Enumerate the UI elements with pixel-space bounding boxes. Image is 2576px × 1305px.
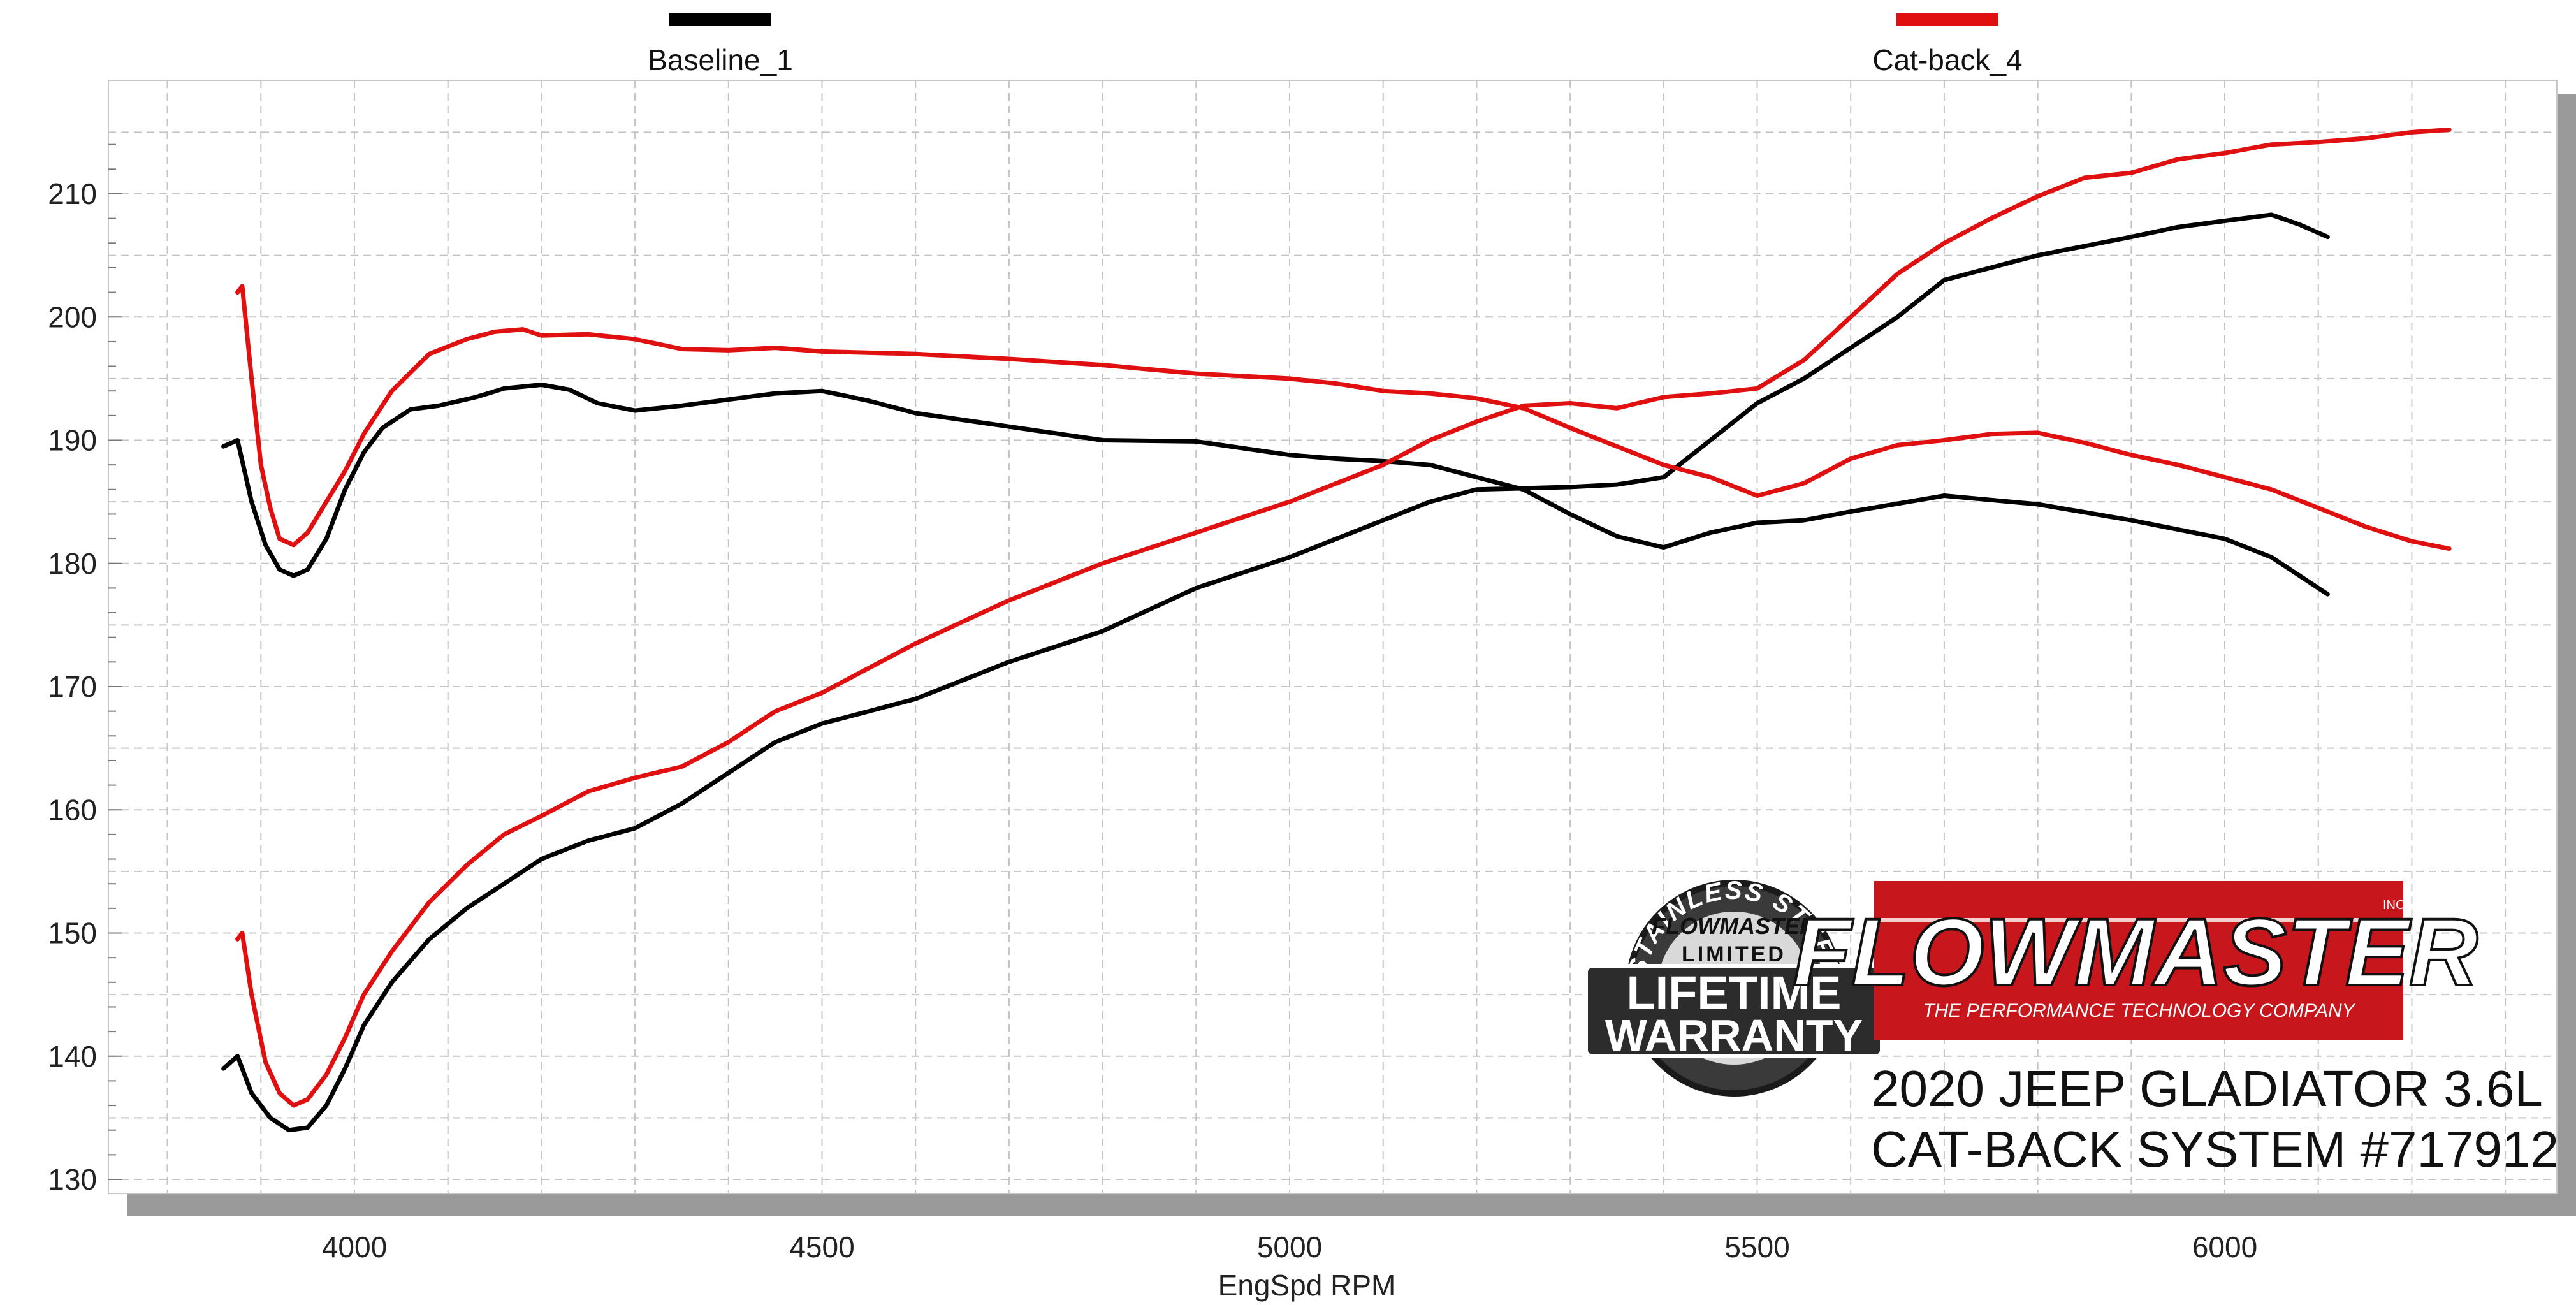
y-tick-label: 180 <box>48 547 97 580</box>
badge-line1: LIFETIME <box>1626 966 1841 1019</box>
x-tick-label: 4500 <box>789 1230 854 1264</box>
series-line-baseline-lower <box>221 212 2330 1133</box>
flowmaster-logo: FLOWMASTER INC. THE PERFORMANCE TECHNOLO… <box>1792 881 2479 1040</box>
series-line-catback-upper <box>235 284 2452 551</box>
x-tick-label: 5500 <box>1724 1230 1789 1264</box>
y-tick-label: 130 <box>48 1163 97 1196</box>
legend-swatch-catback <box>1896 13 1998 26</box>
y-axis-ticks: 130 140 150 160 170 180 190 200 210 <box>48 143 122 1196</box>
caption-line-1: 2020 JEEP GLADIATOR 3.6L <box>1871 1060 2543 1117</box>
x-axis-label: EngSpd RPM <box>1218 1269 1396 1302</box>
x-tick-label: 5000 <box>1257 1230 1322 1264</box>
logo-tagline: THE PERFORMANCE TECHNOLOGY COMPANY <box>1923 1000 2355 1021</box>
legend-label-baseline: Baseline_1 <box>648 43 793 77</box>
badge-limited: LIMITED <box>1682 942 1786 966</box>
series-lines <box>221 128 2452 1133</box>
y-tick-label: 150 <box>48 917 97 950</box>
badge-brand: FLOWMASTER <box>1652 913 1816 939</box>
y-tick-label: 200 <box>48 300 97 333</box>
y-tick-label: 160 <box>48 793 97 826</box>
y-tick-label: 170 <box>48 670 97 703</box>
x-tick-label: 6000 <box>2192 1230 2257 1264</box>
y-tick-label: 140 <box>48 1040 97 1073</box>
x-tick-label: 4000 <box>322 1230 387 1264</box>
logo-brand: FLOWMASTER <box>1793 898 2478 1005</box>
y-tick-label: 210 <box>48 177 97 210</box>
logo-inc: INC. <box>2383 898 2408 912</box>
series-line-baseline-upper <box>221 383 2330 597</box>
series-line-catback-lower <box>235 128 2452 1108</box>
badge-line2: WARRANTY <box>1605 1010 1863 1060</box>
legend-label-catback: Cat-back_4 <box>1872 43 2022 77</box>
legend-swatch-baseline <box>669 13 771 26</box>
legend: Baseline_1 Cat-back_4 <box>648 13 2023 77</box>
lifetime-warranty-badge: STAINLESS STEEL FLOWMASTER LIMITED LIFET… <box>1584 877 1884 1097</box>
caption-line-2: CAT-BACK SYSTEM #717912 <box>1871 1121 2559 1177</box>
grid <box>108 80 2557 1193</box>
y-tick-label: 190 <box>48 424 97 457</box>
x-axis-ticks: 4000 4500 5000 5500 6000 <box>322 1230 2257 1264</box>
